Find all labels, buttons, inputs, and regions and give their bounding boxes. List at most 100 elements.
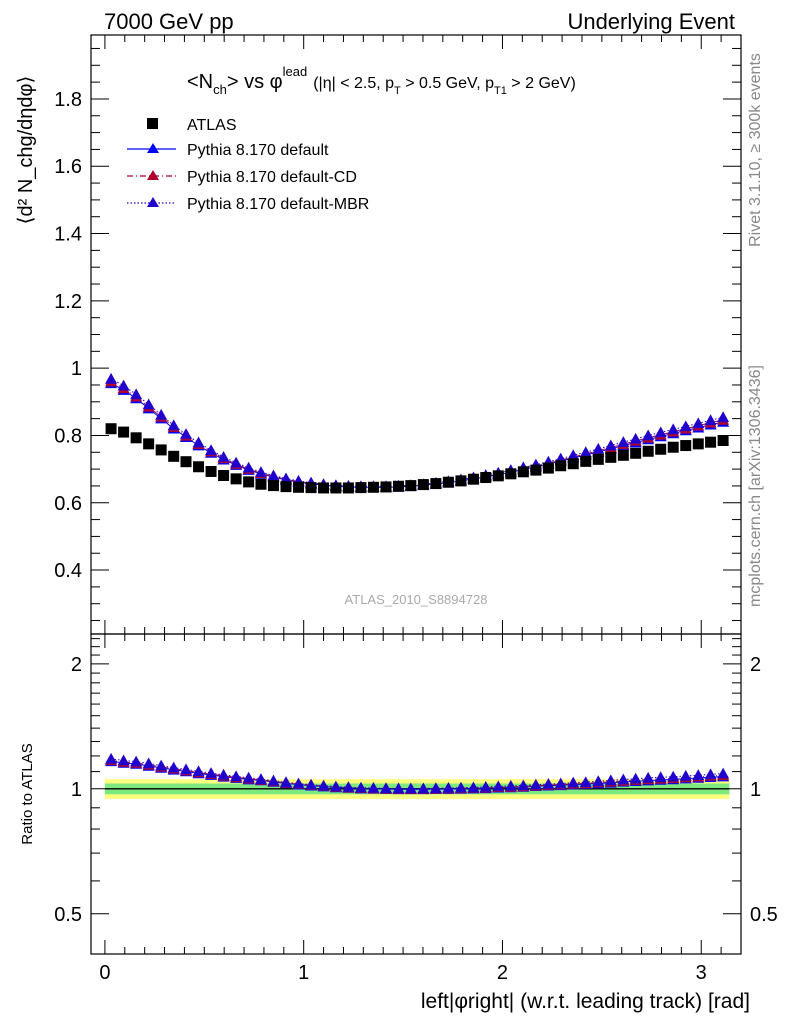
point-atlas <box>555 460 567 472</box>
ratio-tick-label-left: 2 <box>71 654 82 676</box>
ratio-point-mbr <box>504 779 517 791</box>
ratio-point-mbr <box>167 761 180 773</box>
ratio-point-mbr <box>354 781 367 793</box>
point-atlas <box>255 478 267 490</box>
point-mbr <box>629 432 642 444</box>
ratio-point-mbr <box>679 769 692 781</box>
point-atlas <box>143 438 155 450</box>
point-atlas <box>380 481 392 493</box>
ratio-point-mbr <box>592 775 605 787</box>
point-atlas <box>455 475 467 487</box>
ratio-point-mbr <box>217 768 230 780</box>
y-tick-label: 1.6 <box>54 156 82 178</box>
plot-title: <Nch> vs φlead(|η| < 2.5, pT > 0.5 GeV, … <box>187 64 576 97</box>
point-atlas <box>480 472 492 484</box>
header-right-label: Underlying Event <box>567 9 735 34</box>
rivet-side-label: Rivet 3.1.10, ≥ 300k events <box>747 53 764 247</box>
ratio-point-mbr <box>642 771 655 783</box>
y-tick-label: 0.4 <box>54 560 82 582</box>
ratio-point-mbr <box>392 782 405 794</box>
point-atlas <box>193 461 205 473</box>
point-mbr <box>105 372 118 384</box>
point-atlas <box>318 482 330 494</box>
ratio-point-mbr <box>442 781 455 793</box>
point-atlas <box>305 482 317 494</box>
point-mbr <box>667 423 680 435</box>
point-mbr <box>205 444 218 456</box>
legend-marker-atlas <box>147 118 158 129</box>
point-atlas <box>243 476 255 488</box>
ratio-point-mbr <box>267 774 280 786</box>
ratio-point-mbr <box>329 780 342 792</box>
y-tick-label: 1 <box>71 358 82 380</box>
point-mbr <box>654 426 667 438</box>
point-atlas <box>230 473 242 485</box>
point-atlas <box>642 445 654 457</box>
point-atlas <box>355 482 367 494</box>
legend-label-mbr: Pythia 8.170 default-MBR <box>187 196 369 213</box>
point-mbr <box>230 456 243 468</box>
point-mbr <box>692 417 705 429</box>
ratio-point-mbr <box>367 781 380 793</box>
ratio-point-mbr <box>654 771 667 783</box>
ratio-point-mbr <box>205 767 218 778</box>
point-mbr <box>592 442 605 454</box>
ratio-point-mbr <box>117 754 130 766</box>
ratio-data-marks <box>104 752 730 795</box>
point-mbr <box>617 436 630 447</box>
ratio-point-mbr <box>105 752 118 764</box>
point-mbr <box>254 466 267 477</box>
legend-marker-mbr <box>147 197 159 207</box>
point-atlas <box>630 447 642 459</box>
ratio-point-mbr <box>467 781 480 793</box>
ratio-tick-label-right: 0.5 <box>750 904 778 926</box>
point-atlas <box>717 435 729 447</box>
ratio-point-mbr <box>130 755 143 767</box>
ratio-point-mbr <box>142 757 155 769</box>
point-atlas <box>542 462 554 474</box>
ratio-tick-label-right: 2 <box>750 654 761 676</box>
point-atlas <box>130 432 142 444</box>
legend-label-cd: Pythia 8.170 default-CD <box>187 169 357 186</box>
ratio-point-mbr <box>280 776 292 788</box>
ratio-tick-label-left: 0.5 <box>54 904 82 926</box>
point-atlas <box>155 444 167 456</box>
point-mbr <box>167 419 180 431</box>
point-atlas <box>393 480 405 492</box>
point-mbr <box>704 414 717 426</box>
ratio-point-mbr <box>242 771 255 783</box>
point-atlas <box>180 456 192 468</box>
point-atlas <box>293 481 305 493</box>
ratio-tick-label-right: 1 <box>750 779 761 801</box>
ratio-point-mbr <box>479 780 492 792</box>
y-tick-label: 0.6 <box>54 493 82 515</box>
point-mbr <box>142 398 155 410</box>
point-atlas <box>492 470 504 482</box>
point-atlas <box>530 464 542 476</box>
ratio-point-mbr <box>192 765 205 777</box>
y-tick-label: 1.4 <box>54 224 82 246</box>
ratio-point-mbr <box>404 782 417 794</box>
point-atlas <box>467 473 479 485</box>
point-mbr <box>242 461 255 473</box>
point-atlas <box>617 449 629 461</box>
y-tick-label: 0.8 <box>54 425 82 447</box>
point-atlas <box>605 451 617 463</box>
point-mbr <box>679 420 692 432</box>
point-mbr <box>280 472 292 484</box>
point-atlas <box>655 443 667 455</box>
ratio-point-mbr <box>292 777 305 789</box>
ratio-point-mbr <box>567 776 580 788</box>
point-atlas <box>680 440 692 452</box>
point-atlas <box>330 482 342 494</box>
y-tick-label: 1.2 <box>54 291 82 313</box>
point-atlas <box>567 458 579 470</box>
point-atlas <box>105 423 117 435</box>
point-atlas <box>367 481 379 493</box>
legend-label-atlas: ATLAS <box>187 117 237 134</box>
point-atlas <box>267 480 279 492</box>
point-mbr <box>180 428 193 439</box>
point-atlas <box>592 453 604 465</box>
point-mbr <box>717 411 730 423</box>
